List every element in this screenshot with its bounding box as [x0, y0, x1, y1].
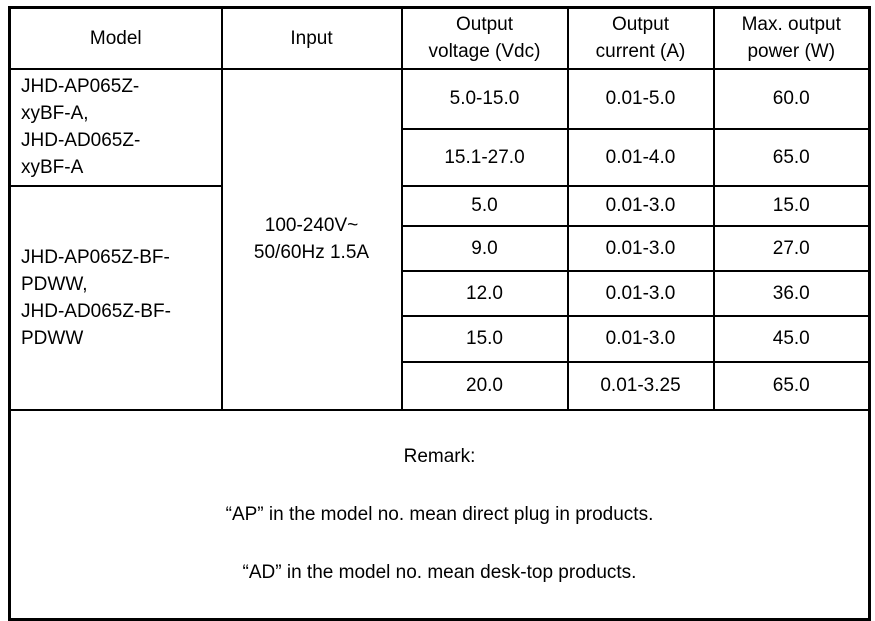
- remark-cell: Remark: “AP” in the model no. mean direc…: [8, 408, 871, 620]
- power-cell: 65.0: [712, 127, 871, 187]
- current-cell: 0.01-4.0: [566, 127, 715, 187]
- table-row: JHD-AP065Z-BF- PDWW, JHD-AD065Z-BF- PDWW…: [8, 184, 871, 411]
- spec-table: Model Input Output voltage (Vdc) Output …: [8, 6, 871, 621]
- voltage-cell: 12.0: [400, 269, 569, 317]
- power-cell: 27.0: [712, 224, 871, 272]
- header-row: Model Input Output voltage (Vdc) Output …: [8, 6, 871, 70]
- power-cell: 65.0: [712, 360, 871, 411]
- remark-row: Remark: “AP” in the model no. mean direc…: [8, 408, 871, 620]
- power-cell: 60.0: [712, 67, 871, 130]
- voltage-cell: 15.0: [400, 314, 569, 363]
- input-cell: 100-240V~ 50/60Hz 1.5A: [220, 67, 403, 411]
- table-row: 12.0 0.01-3.0 36.0: [10, 269, 871, 317]
- header-model: Model: [8, 6, 223, 70]
- voltage-cell: 5.0-15.0: [400, 67, 569, 130]
- header-output-current: Output current (A): [566, 6, 715, 70]
- remark-line: “AD” in the model no. mean desk-top prod…: [242, 561, 637, 583]
- current-cell: 0.01-3.0: [566, 269, 715, 317]
- voltage-cell: 9.0: [400, 224, 569, 272]
- current-cell: 0.01-3.0: [566, 184, 715, 227]
- voltage-cell: 20.0: [400, 360, 569, 411]
- table-row: 15.0 0.01-3.0 45.0: [10, 314, 871, 363]
- header-max-output-power: Max. output power (W): [712, 6, 871, 70]
- table-row: 15.1-27.0 0.01-4.0 65.0: [10, 127, 871, 187]
- header-output-voltage: Output voltage (Vdc): [400, 6, 569, 70]
- current-cell: 0.01-3.0: [566, 314, 715, 363]
- current-cell: 0.01-3.0: [566, 224, 715, 272]
- remark-line: “AP” in the model no. mean direct plug i…: [225, 503, 654, 525]
- table-row: 20.0 0.01-3.25 65.0: [10, 360, 871, 411]
- power-cell: 45.0: [712, 314, 871, 363]
- voltage-cell: 5.0: [400, 184, 569, 227]
- current-cell: 0.01-3.25: [566, 360, 715, 411]
- table-row: 9.0 0.01-3.0 27.0: [10, 224, 871, 272]
- header-input: Input: [220, 6, 403, 70]
- model-group-a-cell: JHD-AP065Z- xyBF-A, JHD-AD065Z- xyBF-A: [8, 67, 223, 187]
- remark-title: Remark:: [403, 445, 476, 467]
- voltage-cell: 15.1-27.0: [400, 127, 569, 187]
- power-cell: 15.0: [712, 184, 871, 227]
- model-group-b-cell: JHD-AP065Z-BF- PDWW, JHD-AD065Z-BF- PDWW: [8, 184, 223, 411]
- power-cell: 36.0: [712, 269, 871, 317]
- current-cell: 0.01-5.0: [566, 67, 715, 130]
- table-row: JHD-AP065Z- xyBF-A, JHD-AD065Z- xyBF-A 1…: [8, 67, 871, 411]
